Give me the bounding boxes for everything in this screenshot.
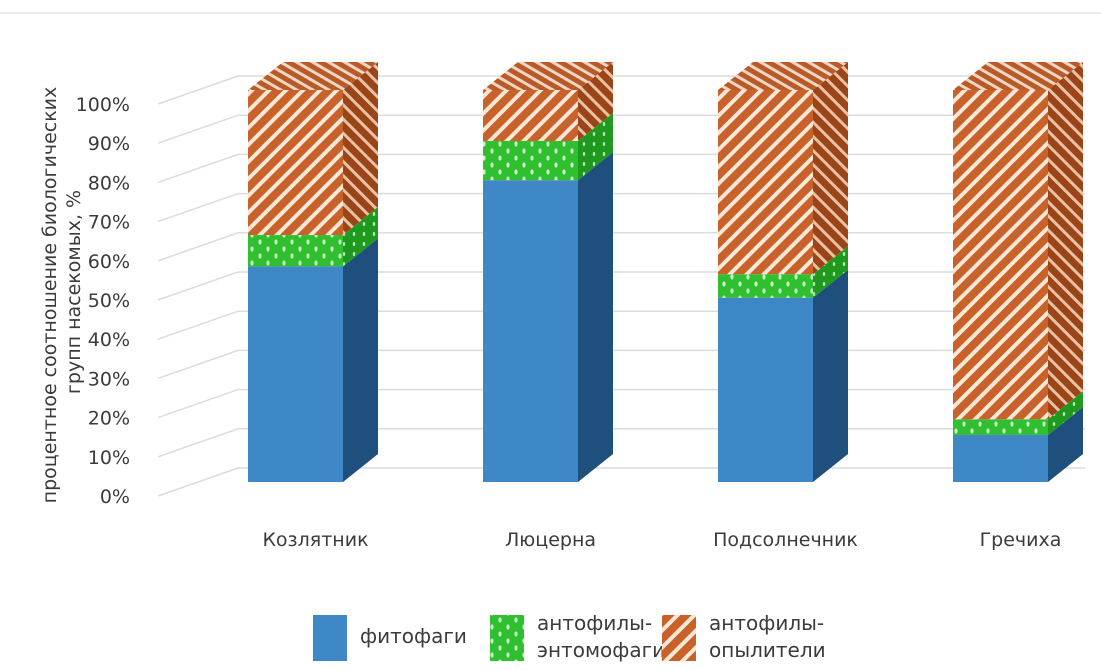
bar-side-антофилы-опылители	[343, 62, 378, 236]
bar-segment-антофилы-опылители	[248, 90, 343, 236]
legend-label-line: фитофаги	[360, 624, 467, 648]
bar-top-антофилы-опылители	[483, 62, 613, 90]
bar-side-антофилы-опылители	[1048, 62, 1083, 420]
bar-segment-антофилы-энтомофаги	[953, 419, 1048, 435]
bar-segment-антофилы-энтомофаги	[248, 235, 343, 267]
x-category-label: Подсолнечник	[713, 529, 858, 551]
bar-segment-фитофаги	[483, 180, 578, 482]
legend-label-line: энтомофаги	[537, 638, 665, 662]
bar-segment-антофилы-энтомофаги	[718, 274, 813, 298]
y-tick-label: 10%	[88, 447, 130, 469]
bar-segment-фитофаги	[953, 434, 1048, 482]
y-tick-label: 20%	[88, 408, 130, 430]
bar-side-антофилы-энтомофаги	[1048, 391, 1083, 435]
legend-label: антофилы-опылители	[709, 611, 826, 662]
x-category-label: Люцерна	[505, 529, 596, 551]
y-tick-label: 0%	[100, 486, 130, 508]
bar-segment-антофилы-опылители	[483, 90, 578, 141]
y-tick-label: 100%	[76, 94, 130, 116]
x-axis-categories: Козлятник Люцерна Подсолнечник Гречиха	[262, 529, 1061, 551]
bar-side-фитофаги	[343, 238, 378, 482]
bar-side-антофилы-опылители	[578, 62, 613, 141]
y-tick-label: 90%	[88, 133, 130, 155]
y-tick-label: 70%	[88, 212, 130, 234]
legend-swatch	[490, 615, 524, 661]
bar-side-фитофаги	[1048, 406, 1083, 482]
bar-side-фитофаги	[578, 152, 613, 482]
y-tick-label: 50%	[88, 290, 130, 312]
y-axis-title-line-2: групп насекомых, %	[63, 190, 85, 394]
legend-label-line: антофилы-	[537, 611, 652, 635]
bar-top-антофилы-опылители	[953, 62, 1083, 90]
bar-side-антофилы-энтомофаги	[343, 207, 378, 267]
legend-swatch	[313, 615, 347, 661]
y-tick-label: 40%	[88, 329, 130, 351]
bar-segment-антофилы-опылители	[953, 90, 1048, 420]
bar-segment-фитофаги	[718, 297, 813, 482]
y-tick-label: 80%	[88, 172, 130, 194]
legend-label-line: опылители	[709, 638, 826, 662]
y-axis-ticks: 0% 10% 20% 30% 40% 50% 60% 70% 80% 90% 100%	[76, 94, 130, 508]
y-axis-title-line-1: процентное соотношение биологических	[39, 87, 61, 504]
legend: фитофагиантофилы-энтомофагиантофилы-опыл…	[313, 611, 826, 662]
bar-segment-антофилы-энтомофаги	[483, 140, 578, 181]
y-tick-label: 30%	[88, 368, 130, 390]
x-category-label: Гречиха	[980, 529, 1062, 551]
bar-top-антофилы-опылители	[248, 62, 378, 90]
x-category-label: Козлятник	[262, 529, 368, 551]
bar-side-фитофаги	[813, 269, 848, 482]
y-tick-label: 60%	[88, 251, 130, 273]
bar-segment-антофилы-опылители	[718, 90, 813, 275]
legend-label: антофилы-энтомофаги	[537, 611, 665, 662]
y-axis-title: процентное соотношение биологических гру…	[39, 81, 85, 504]
bar-side-антофилы-опылители	[813, 62, 848, 275]
legend-label-line: антофилы-	[709, 611, 824, 635]
bars	[248, 62, 1083, 482]
bar-segment-фитофаги	[248, 266, 343, 482]
bar-top-антофилы-опылители	[718, 62, 848, 90]
legend-label: фитофаги	[360, 624, 467, 648]
bar-side-антофилы-энтомофаги	[578, 112, 613, 181]
legend-swatch	[662, 615, 696, 661]
bar-side-антофилы-энтомофаги	[813, 246, 848, 298]
